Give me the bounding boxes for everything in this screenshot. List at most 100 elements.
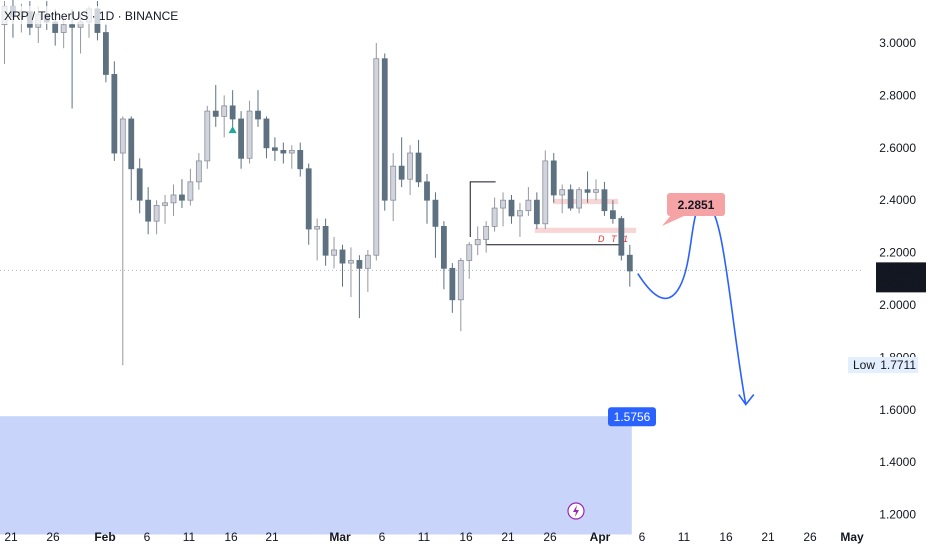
candle-body — [221, 105, 228, 117]
candle-body — [280, 150, 287, 154]
candle-body — [170, 194, 177, 204]
x-tick-label: Feb — [94, 530, 115, 544]
candle-body — [271, 147, 278, 151]
candle-body — [195, 160, 202, 183]
x-tick-label: 26 — [803, 530, 817, 544]
candle-body — [533, 199, 540, 225]
y-tick-label: 2.0000 — [879, 298, 916, 312]
candle-body — [128, 118, 135, 170]
x-tick-label: 6 — [379, 530, 386, 544]
y-tick-label: 2.6000 — [879, 141, 916, 155]
low-value: 1.7711 — [880, 358, 916, 372]
projection-arrowhead-icon — [738, 394, 755, 406]
candle-body — [111, 74, 118, 154]
support-label-box — [608, 407, 656, 427]
x-tick-label: 21 — [4, 530, 18, 544]
candle-body — [610, 210, 616, 219]
x-tick-label: May — [840, 530, 864, 544]
candle-body — [584, 189, 591, 193]
candle-body — [153, 205, 160, 222]
double-top-label: D T 1 — [598, 234, 630, 244]
candle-body — [525, 199, 532, 212]
candle-body — [491, 207, 498, 227]
lightning-bolt-icon — [573, 505, 579, 517]
candle-body — [483, 225, 490, 240]
candle-body — [263, 118, 270, 149]
resistance-zone-lower — [534, 227, 637, 233]
candle-body — [432, 199, 439, 227]
candle-body — [348, 260, 354, 264]
candle-body — [567, 189, 574, 209]
candle-body — [305, 168, 312, 230]
y-tick-label: 1.6000 — [879, 403, 916, 417]
x-tick-label: 21 — [761, 530, 775, 544]
candle-body — [297, 150, 304, 170]
candle-body — [162, 202, 168, 206]
candle-body — [322, 225, 329, 256]
candle-body — [145, 199, 152, 222]
candle-body — [601, 189, 608, 212]
x-tick-label: Mar — [329, 530, 351, 544]
candle-body — [381, 58, 388, 201]
x-tick-label: 11 — [418, 530, 431, 544]
candle-body — [331, 249, 337, 256]
title-bg — [0, 6, 150, 24]
x-tick-label: 26 — [543, 530, 557, 544]
candle-body — [119, 118, 126, 154]
candle-body — [187, 181, 194, 201]
candle-body — [288, 150, 295, 154]
x-tick-label: 16 — [719, 530, 733, 544]
candle-body — [238, 118, 245, 159]
x-tick-label: 6 — [144, 530, 151, 544]
candle-body — [576, 189, 582, 209]
candle-body — [593, 189, 599, 193]
candle-body — [542, 160, 549, 225]
candle-body — [136, 168, 143, 201]
candle-body — [517, 210, 523, 217]
projection-path — [637, 202, 747, 405]
current-price-label: 2.1322 — [885, 264, 922, 278]
y-tick-label: 3.0000 — [879, 36, 916, 50]
y-tick-label: 2.4000 — [879, 193, 916, 207]
candle-body — [314, 225, 321, 230]
current-price-box — [876, 262, 926, 293]
y-tick-label: 2.8000 — [879, 88, 916, 102]
signal-triangle-icon — [228, 126, 237, 134]
candle-body — [255, 110, 261, 120]
candle-body — [398, 165, 405, 180]
x-tick-label: 11 — [678, 530, 691, 544]
candle-body — [373, 58, 380, 256]
target-label-box — [667, 193, 725, 216]
candle-body — [457, 260, 464, 301]
candle-body — [440, 225, 447, 269]
low-label-bg — [848, 356, 918, 373]
y-tick-label: 1.4000 — [879, 455, 916, 469]
target-label: 2.2851 — [678, 198, 715, 212]
x-tick-label: 16 — [459, 530, 473, 544]
low-label: Low — [853, 358, 875, 372]
candle-body — [60, 24, 67, 33]
x-tick-label: 26 — [46, 530, 60, 544]
x-tick-label: Apr — [590, 530, 611, 544]
candle-body — [550, 160, 557, 196]
candle-body — [508, 199, 515, 217]
candle-body — [500, 199, 506, 209]
candle-body — [466, 244, 473, 261]
candle-body — [559, 189, 566, 196]
candle-body — [246, 110, 253, 159]
countdown-label: 10:09:32 — [875, 277, 922, 291]
candle-body — [424, 181, 430, 201]
candle-body — [390, 165, 397, 201]
x-tick-label: 21 — [501, 530, 515, 544]
y-tick-label: 1.2000 — [879, 508, 916, 522]
candle-body — [474, 239, 481, 246]
candle-body — [204, 110, 211, 162]
resistance-zone-upper — [553, 198, 619, 205]
candle-body — [339, 249, 346, 264]
candle-body — [212, 110, 219, 117]
candle-body — [415, 152, 422, 183]
candle-body — [364, 254, 371, 269]
candle-body — [449, 267, 456, 301]
